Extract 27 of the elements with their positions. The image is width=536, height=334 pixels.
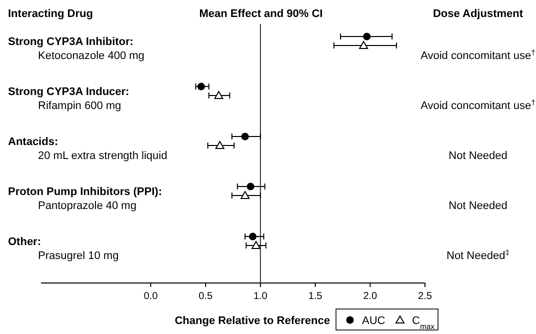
annotation: Proton Pump Inhibitors (PPI): (8, 186, 162, 198)
annotation: Other: (8, 236, 41, 248)
annotation: Antacids: (8, 136, 58, 148)
x-tick-label: 0.5 (198, 291, 213, 302)
x-tick-label: 1.5 (308, 291, 323, 302)
y2-tick-label: Not Needed$^{‡}$ (446, 248, 510, 262)
y2-tick-label: Not Needed (448, 150, 508, 162)
y2-axis-title: Dose Adjustment (432, 8, 524, 20)
y2-tick-label: Avoid concomitant use$^{†}$ (420, 48, 536, 62)
y-tick-label: Ketoconazole 400 mg (38, 50, 144, 62)
legend-label: C$_{max}$ (412, 315, 435, 330)
y-tick-label: 20 mL extra strength liquid (38, 150, 168, 162)
y-tick-label: Pantoprazole 40 mg (38, 200, 136, 212)
y2-tick-label: Avoid concomitant use$^{†}$ (420, 98, 536, 112)
y-tick-label: Rifampin 600 mg (38, 100, 122, 112)
y2-tick-label: Not Needed (448, 200, 508, 212)
x-tick-label: 2.5 (418, 291, 432, 302)
annotation: Strong CYP3A Inhibitor: (8, 36, 134, 48)
x-tick-label: 2.0 (363, 291, 378, 302)
x-tick-label: 0.0 (144, 291, 158, 302)
y-tick-label: Prasugrel 10 mg (38, 250, 119, 262)
chart-title: Mean Effect and 90% CI (199, 8, 323, 20)
y-axis-title: Interacting Drug (8, 8, 93, 20)
legend-label: AUC (362, 315, 386, 327)
annotation: Strong CYP3A Inducer: (8, 86, 130, 98)
x-axis-title: Change Relative to Reference (174, 315, 330, 327)
x-tick-label: 1.0 (253, 291, 268, 302)
